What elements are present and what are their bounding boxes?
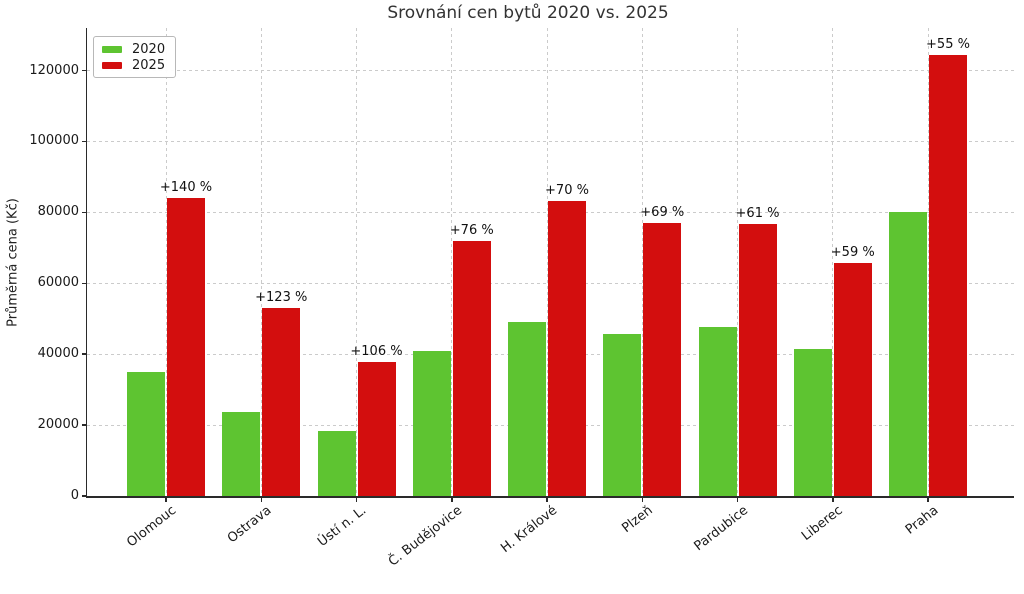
bar-2025 [357, 362, 396, 496]
bar-2025 [452, 241, 491, 496]
x-gridline [165, 28, 167, 496]
bar-2025 [548, 200, 586, 496]
y-tick-mark [81, 282, 86, 285]
pct-annotation: +55 % [926, 37, 970, 53]
bar-2020 [508, 322, 546, 496]
x-tick-label: H. Králové [498, 503, 561, 557]
legend-label-2025: 2025 [132, 57, 166, 73]
bar-2020 [698, 326, 737, 496]
chart-title: Srovnání cen bytů 2020 vs. 2025 [387, 3, 669, 23]
bar-2020 [603, 334, 642, 496]
pct-annotation: +123 % [255, 290, 308, 306]
y-tick-label: 120000 [29, 62, 79, 78]
y-tick-mark [81, 353, 86, 355]
y-tick-label: 40000 [37, 346, 79, 362]
x-tick-label: Praha [902, 503, 942, 538]
pct-annotation: +69 % [640, 204, 685, 220]
pct-annotation: +61 % [735, 205, 780, 221]
bar-2025 [929, 55, 967, 496]
x-gridline [737, 28, 738, 496]
x-gridline [832, 28, 834, 496]
y-tick-label: 0 [70, 488, 79, 503]
x-tick-mark [165, 497, 167, 502]
x-tick-mark [927, 497, 929, 502]
x-tick-label: Olomouc [124, 503, 180, 551]
y-gridline [87, 140, 1014, 142]
y-tick-mark [81, 495, 86, 497]
legend-swatch-2020 [102, 45, 122, 53]
x-gridline [451, 28, 453, 496]
x-tick-label: Pardubice [691, 503, 751, 555]
y-tick-label: 60000 [37, 275, 79, 291]
x-gridline [641, 28, 643, 496]
legend-item-2025: 2025 [102, 57, 165, 73]
x-tick-label: Ústí n. L. [315, 503, 370, 550]
bar-2025 [167, 198, 205, 496]
x-tick-label: Č. Budějovice [385, 503, 465, 570]
x-gridline [260, 28, 262, 496]
x-tick-mark [546, 497, 548, 502]
legend-label-2020: 2020 [132, 41, 166, 57]
x-tick-label: Plzeň [619, 503, 656, 537]
y-tick-mark [81, 140, 86, 143]
x-gridline [546, 28, 548, 496]
y-tick-label: 80000 [37, 204, 79, 220]
y-tick-label: 100000 [29, 133, 79, 149]
legend-swatch-2025 [102, 61, 122, 69]
x-gridline [927, 28, 929, 496]
x-tick-mark [736, 497, 739, 502]
y-tick-mark [81, 424, 86, 426]
legend: 2020 2025 [93, 36, 177, 78]
bar-2020 [412, 351, 451, 496]
x-tick-mark [260, 497, 262, 502]
bar-2025 [833, 262, 872, 496]
pct-annotation: +76 % [449, 223, 494, 239]
y-tick-label: 20000 [37, 417, 79, 433]
bar-2020 [222, 411, 261, 496]
y-axis-label: Průměrná cena (Kč) [5, 198, 21, 327]
bar-2020 [317, 431, 356, 496]
y-tick-mark [81, 211, 86, 214]
bar-2025 [643, 222, 682, 496]
plot-area: +140 % +123 % +106 % +76 % +70 % +69 % +61 % +5… [87, 28, 1014, 496]
x-tick-label: Liberec [799, 503, 846, 544]
bar-2025 [262, 308, 301, 496]
bar-2020 [793, 349, 832, 496]
bar-2020 [127, 371, 165, 496]
y-tick-mark [81, 69, 86, 72]
x-tick-mark [451, 497, 453, 502]
pct-annotation: +106 % [350, 344, 403, 360]
x-tick-label: Ostrava [224, 503, 275, 547]
x-tick-mark [832, 497, 834, 502]
legend-item-2020: 2020 [102, 41, 165, 57]
x-tick-mark [355, 497, 358, 502]
y-gridline [87, 70, 1014, 72]
pct-annotation: +140 % [159, 180, 213, 196]
x-axis-spine [85, 496, 1014, 498]
pct-annotation: +70 % [545, 182, 589, 198]
bar-2025 [738, 223, 777, 496]
x-gridline [356, 28, 357, 496]
x-tick-mark [641, 497, 643, 502]
bar-2020 [889, 211, 927, 496]
pct-annotation: +59 % [830, 244, 875, 260]
